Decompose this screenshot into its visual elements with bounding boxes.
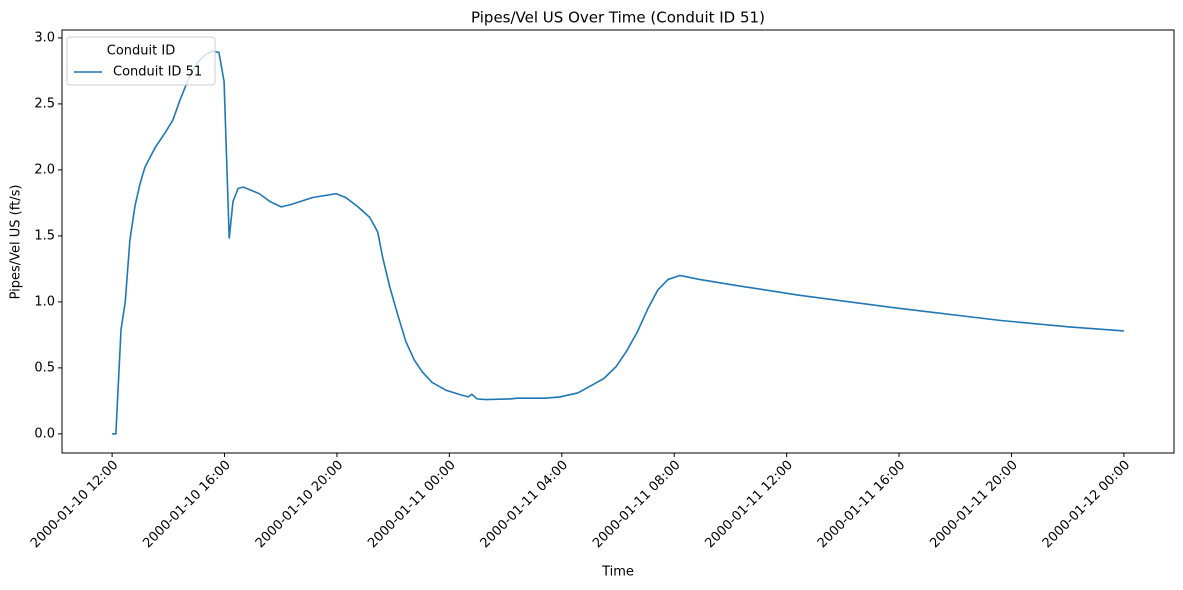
legend-title: Conduit ID [107, 44, 175, 59]
x-tick-label: 2000-01-11 08:00 [590, 458, 683, 551]
x-tick-label: 2000-01-10 16:00 [140, 458, 233, 551]
y-axis-label: Pipes/Vel US (ft/s) [9, 185, 24, 300]
y-tick-label: 0.0 [34, 426, 55, 441]
x-tick-label: 2000-01-10 12:00 [28, 458, 121, 551]
legend-label: Conduit ID 51 [113, 65, 202, 80]
y-tick-label: 1.5 [34, 228, 55, 243]
y-tick-label: 0.5 [34, 360, 55, 375]
y-tick-label: 2.0 [34, 162, 55, 177]
x-tick-label: 2000-01-11 04:00 [478, 458, 571, 551]
y-tick-label: 3.0 [34, 30, 55, 45]
legend-box [66, 36, 216, 86]
plot-frame [61, 29, 1175, 454]
x-tick-label: 2000-01-11 00:00 [365, 458, 458, 551]
x-tick-label: 2000-01-11 12:00 [702, 458, 795, 551]
series-line [112, 50, 1124, 435]
x-tick-label: 2000-01-11 16:00 [815, 458, 908, 551]
x-tick-label: 2000-01-12 00:00 [1040, 458, 1133, 551]
x-tick-label: 2000-01-10 20:00 [253, 458, 346, 551]
x-axis-label: Time [601, 565, 634, 580]
chart-title: Pipes/Vel US Over Time (Conduit ID 51) [471, 9, 765, 27]
x-tick-label: 2000-01-11 20:00 [927, 458, 1020, 551]
y-tick-label: 2.5 [34, 96, 55, 111]
y-tick-label: 1.0 [34, 294, 55, 309]
